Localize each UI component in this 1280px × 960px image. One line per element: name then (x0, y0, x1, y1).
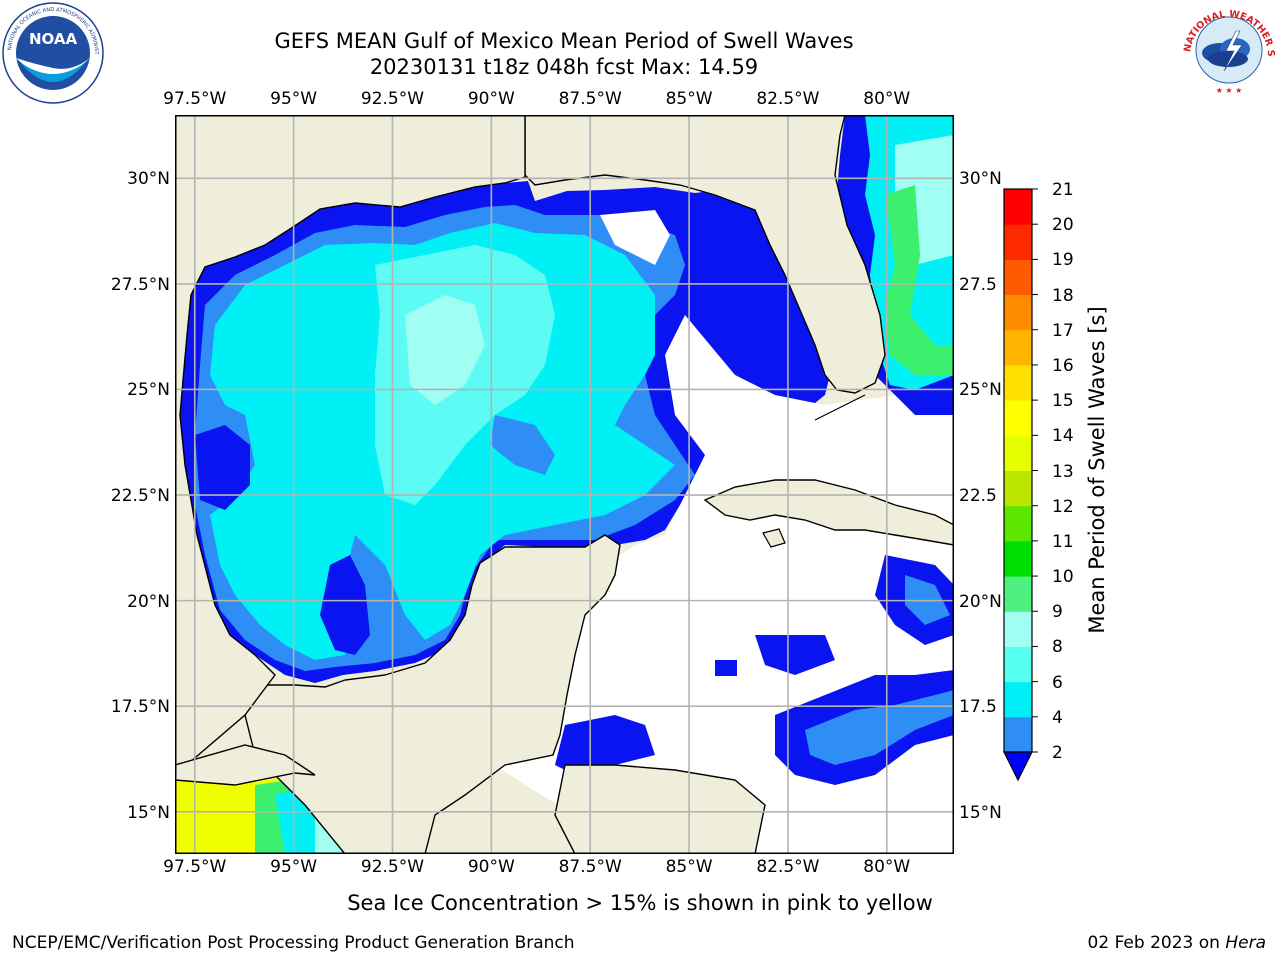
caribbean-blue-yucatan (555, 715, 655, 775)
colorbar-segment (1004, 364, 1032, 401)
lat-label-left: 20°N (127, 591, 170, 612)
colorbar-tick-label: 12 (1052, 496, 1074, 517)
lat-label-right: 15°N (959, 802, 1002, 823)
lon-label-top: 87.5°W (558, 89, 622, 109)
atlantic-green (885, 185, 954, 375)
lon-label-top: 82.5°W (756, 89, 820, 109)
lon-label-bottom: 97.5°W (163, 857, 227, 877)
lon-label-top: 95°W (270, 89, 318, 109)
florida-keys (814, 394, 866, 421)
cuba-land (703, 479, 954, 546)
colorbar-segment (1004, 259, 1032, 296)
colorbar-segment (1004, 716, 1032, 753)
footer-date: 02 Feb 2023 on Hera (1087, 933, 1266, 953)
colorbar-extend-triangle (1003, 751, 1033, 782)
colorbar-tick-label: 6 (1052, 672, 1063, 693)
colorbar-tick-label: 4 (1052, 707, 1063, 728)
lat-label-right: 25°N (959, 380, 1002, 401)
colorbar-title: Mean Period of Swell Waves [s] (1085, 306, 1109, 634)
colorbar-segment (1004, 435, 1032, 471)
colorbar-segment (1004, 189, 1032, 225)
caribbean-midblue-south (805, 690, 954, 765)
caribbean-blue-speck (715, 660, 737, 676)
mexico-land (175, 115, 526, 776)
colorbar-tick-label: 21 (1052, 180, 1074, 200)
colorbar-tick-label: 18 (1052, 285, 1074, 306)
honduras-land (554, 764, 766, 854)
colorbar-tick-label: 13 (1052, 461, 1074, 482)
lon-label-bottom: 80°W (863, 857, 911, 877)
noaa-logo: NOAA NATIONAL OCEANIC AND ATMOSPHERIC AD… (2, 2, 104, 104)
lat-label-left: 15°N (127, 802, 170, 823)
nws-logo: NATIONAL WEATHER SERVICE ★ ★ ★ (1180, 1, 1276, 97)
florida-land (524, 115, 886, 394)
lon-label-bottom: 87.5°W (558, 857, 622, 877)
lon-label-top: 85°W (665, 89, 713, 109)
colorbar-tick-label: 16 (1052, 355, 1074, 376)
jamaica-land (762, 528, 786, 548)
colorbar-tick-label: 17 (1052, 320, 1074, 341)
lon-label-top: 92.5°W (360, 89, 425, 109)
colorbar-segment (1004, 646, 1032, 683)
lat-label-left: 25°N (127, 380, 170, 401)
colorbar-segment (1004, 505, 1032, 542)
lon-label-bottom: 82.5°W (756, 857, 820, 877)
colorbar-tick-label: 19 (1052, 250, 1074, 271)
colorbar-segment (1004, 681, 1032, 718)
colorbar-segment (1004, 611, 1032, 647)
footer-host: Hera (1225, 933, 1266, 953)
ne-gulf-white (600, 210, 670, 265)
svg-text:★ ★ ★: ★ ★ ★ (1216, 86, 1243, 95)
colorbar-segment (1004, 470, 1032, 507)
lat-label-right: 30°N (959, 169, 1002, 190)
chart-subtitle: 20230131 t18z 048h fcst Max: 14.59 (369, 55, 759, 79)
colorbar-segment (1004, 400, 1032, 436)
lon-label-bottom: 85°W (665, 857, 713, 877)
map-panel (175, 115, 954, 854)
colorbar-segment (1004, 294, 1032, 331)
yucatan-land (244, 534, 621, 854)
colorbar-tick-label: 15 (1052, 391, 1074, 412)
guatemala-land (175, 744, 316, 786)
gulf-pale-cyan (405, 295, 485, 405)
colorbar-segment (1004, 576, 1032, 612)
colorbar-tick-label: 8 (1052, 637, 1063, 658)
map-frame (175, 115, 954, 854)
colorbar (1003, 188, 1038, 782)
lat-label-left: 30°N (127, 169, 170, 190)
lat-label-right: 27.5 (959, 274, 997, 295)
gridlines (175, 115, 954, 854)
caribbean-blue-center (755, 635, 835, 675)
lat-label-right: 22.5 (959, 486, 997, 507)
gulf-deep-south-eddy (320, 555, 370, 655)
lon-label-bottom: 92.5°W (360, 857, 425, 877)
colorbar-tick-label: 11 (1052, 531, 1074, 552)
chart-title: GEFS MEAN Gulf of Mexico Mean Period of … (274, 29, 854, 53)
colorbar-tick-label: 20 (1052, 215, 1074, 236)
lat-label-right: 20°N (959, 591, 1002, 612)
lon-label-top: 80°W (863, 89, 911, 109)
lon-label-top: 97.5°W (163, 89, 227, 109)
lon-label-bottom: 90°W (467, 857, 515, 877)
colorbar-segment (1004, 540, 1032, 577)
lon-label-top: 90°W (467, 89, 515, 109)
lat-label-left: 17.5°N (110, 697, 170, 718)
colorbar-tick-label: 2 (1052, 743, 1063, 763)
lat-label-right: 17.5 (959, 697, 997, 718)
lat-label-left: 22.5°N (110, 486, 170, 507)
gulf-mid-south-eddy (490, 415, 555, 475)
lat-label-left: 27.5°N (110, 274, 170, 295)
colorbar-segment (1004, 329, 1032, 366)
gulf-deep-west-eddy (195, 425, 250, 510)
footer-branch: NCEP/EMC/Verification Post Processing Pr… (12, 933, 575, 953)
lon-label-bottom: 95°W (270, 857, 318, 877)
sea-ice-caption: Sea Ice Concentration > 15% is shown in … (347, 891, 933, 915)
noaa-logo-text: NOAA (29, 30, 78, 48)
colorbar-tick-label: 14 (1052, 426, 1074, 447)
colorbar-tick-label: 10 (1052, 567, 1074, 588)
colorbar-segment (1004, 224, 1032, 260)
colorbar-tick-label: 9 (1052, 602, 1063, 623)
